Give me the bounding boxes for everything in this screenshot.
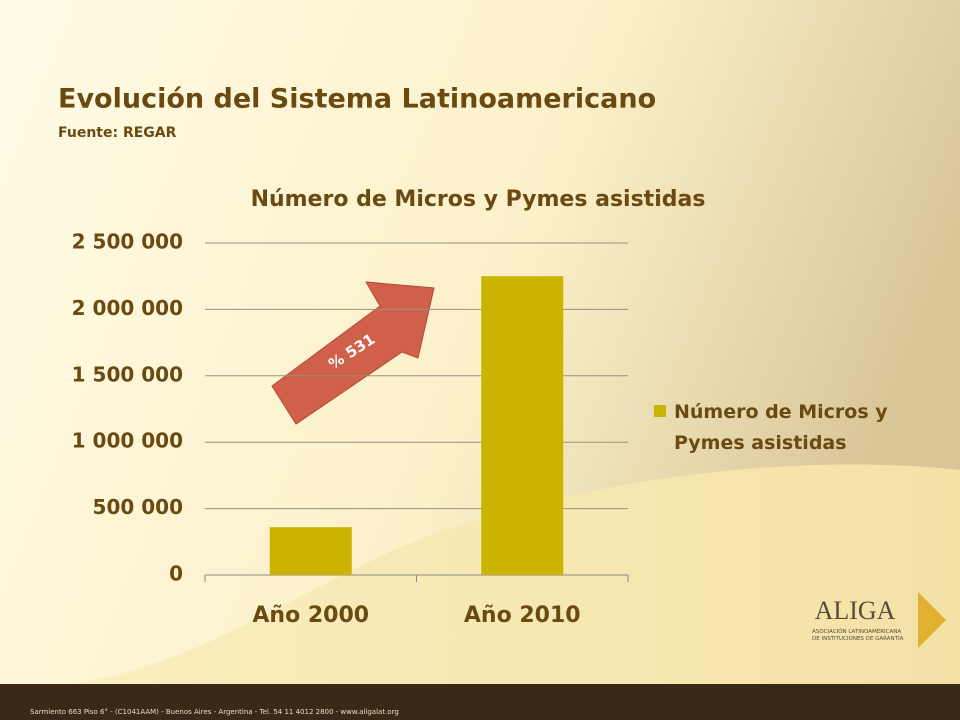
y-tick-label: 2 500 000 <box>72 230 183 254</box>
y-tick-label: 0 <box>169 562 183 586</box>
x-tick-label: Año 2010 <box>464 603 581 628</box>
bar <box>269 527 352 575</box>
y-tick-label: 2 000 000 <box>72 296 183 320</box>
footer-band <box>0 684 960 720</box>
bar <box>481 276 564 575</box>
slide-title: Evolución del Sistema Latinoamericano <box>58 84 656 115</box>
growth-arrow <box>271 281 435 425</box>
chart-title: Número de Micros y Pymes asistidas <box>251 187 706 212</box>
footer-text: Sarmiento 663 Piso 6° - (C1041AAM) - Bue… <box>30 708 399 716</box>
y-tick-label: 500 000 <box>93 495 183 519</box>
y-tick-label: 1 500 000 <box>72 362 183 386</box>
background-wave <box>0 464 960 690</box>
x-tick-label: Año 2000 <box>252 603 369 628</box>
legend-swatch <box>654 405 666 417</box>
legend-label: Número de Micros y Pymes asistidas <box>674 401 888 454</box>
logo-arrow <box>918 592 946 648</box>
y-tick-label: 1 000 000 <box>72 429 183 453</box>
logo: ALIGA <box>815 592 946 648</box>
logo-name: ALIGA <box>815 596 896 625</box>
logo-tagline: ASOCIACIÓN LATINOAMERICANA DE INSTITUCIO… <box>812 629 904 642</box>
slide-subtitle: Fuente: REGAR <box>58 125 177 141</box>
